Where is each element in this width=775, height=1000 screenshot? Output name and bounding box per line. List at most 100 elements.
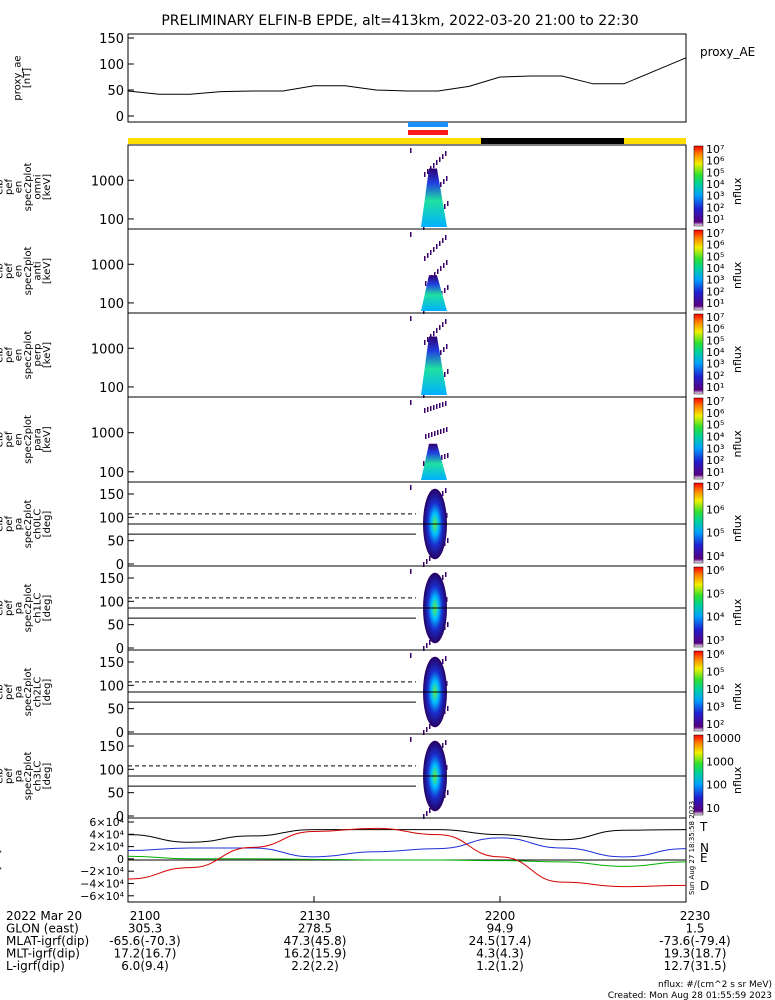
ylabel-line: omni — [33, 175, 44, 200]
noise-pixel — [447, 201, 449, 206]
noise-pixel — [444, 372, 446, 377]
noise-pixel — [427, 407, 429, 412]
pitch-ytick-label: 150 — [99, 488, 124, 503]
colorbar-tick-label: 10⁷ — [706, 143, 724, 156]
pitch-ytick-label: 100 — [99, 511, 124, 526]
noise-pixel — [425, 281, 427, 286]
noise-pixel — [440, 350, 442, 355]
energy-ytick-label: 1000 — [91, 427, 124, 442]
footer-row-label: MLT-igrf(dip) — [6, 947, 80, 961]
ylabel-line: en — [14, 265, 25, 278]
ylabel-line: en — [14, 181, 25, 194]
footer-cell: 94.9 — [487, 922, 514, 936]
ylabel-line: ch3LC — [33, 761, 44, 792]
colorbar-tick-label: 10⁴ — [706, 178, 725, 191]
colorbar-tick-label: 10⁷ — [706, 480, 724, 493]
colorbar: 10000 1000 100 10 nflux — [693, 732, 744, 816]
colorbar-scale — [693, 566, 704, 648]
ae-legend: proxy_AE — [700, 45, 755, 59]
igrf-line-T — [127, 829, 687, 843]
ylabel-line: pa — [14, 770, 25, 782]
noise-pixel — [443, 428, 445, 433]
colorbar-tick-label: 10² — [706, 369, 724, 382]
pitch-ytick-label: 150 — [99, 740, 124, 755]
noise-pixel — [446, 681, 448, 686]
ylabel-line: pef — [4, 347, 15, 364]
ylabel-line: pef — [4, 516, 15, 533]
noise-pixel — [423, 461, 425, 466]
noise-pixel — [439, 325, 441, 330]
noise-pixel — [442, 575, 444, 580]
igrf-ytick-label: 6×10⁴ — [89, 816, 124, 829]
noise-pixel — [434, 272, 436, 277]
colorbar-tick-label: 10⁵ — [706, 334, 724, 347]
spec-frame — [127, 312, 687, 398]
noise-pixel — [447, 285, 449, 290]
ylabel-line: en — [14, 349, 25, 362]
ylabel-line: spec2plot — [23, 415, 34, 464]
ylabel-line: [deg] — [42, 595, 53, 622]
spec-panel: 1000 100 — [91, 144, 687, 230]
colorbar-scale — [693, 482, 704, 564]
colorbar: 10⁶ 10⁵ 10⁴ 10³ nflux — [693, 564, 744, 648]
noise-pixel — [445, 151, 447, 156]
ylabel-line: spec2plot — [23, 500, 34, 549]
ylabel-line: ch1LC — [33, 593, 44, 624]
spec-panel: 150 100 50 0 — [99, 565, 687, 657]
noise-pixel — [445, 319, 447, 324]
ylabel-line: pef — [4, 263, 15, 280]
colorbar-tick-label: 10³ — [706, 274, 724, 287]
noise-pixel — [427, 253, 429, 258]
flux-blob — [421, 336, 447, 395]
noise-pixel — [429, 640, 431, 645]
noise-pixel — [410, 737, 412, 742]
noise-pixel — [441, 455, 443, 460]
spec-frame — [127, 396, 687, 483]
pitch-ytick-label: 50 — [107, 619, 124, 634]
noise-pixel — [446, 427, 448, 432]
footer-cell: 4.3(4.3) — [476, 947, 524, 961]
colorbar-label: nflux — [731, 514, 744, 542]
noise-pixel — [442, 491, 444, 496]
igrf-ytick-label: 0 — [117, 853, 124, 866]
noise-pixel — [447, 453, 449, 458]
colorbar-label: nflux — [731, 345, 744, 373]
colorbar-tick-label: 10² — [706, 718, 724, 731]
science-zone-marker-red — [408, 130, 448, 135]
x-axis-ticks — [127, 896, 687, 902]
energy-ytick-label: 1000 — [91, 258, 124, 273]
spec-frame — [127, 228, 687, 314]
noise-pixel — [446, 513, 448, 518]
footer-cell: 278.5 — [298, 922, 332, 936]
ae-ytick-label: 100 — [99, 58, 124, 73]
colorbar-scale — [693, 229, 704, 311]
spec-panel: 1000 100 — [91, 396, 687, 483]
noise-pixel — [410, 148, 412, 153]
spec-panel: 150 100 50 0 — [99, 649, 687, 741]
colorbar-tick-label: 10⁷ — [706, 395, 724, 408]
noise-pixel — [447, 706, 449, 711]
colorbar-scale — [693, 650, 704, 732]
noise-pixel — [445, 740, 447, 745]
pitch-ytick-label: 50 — [107, 787, 124, 802]
ylabel-line: elb — [0, 179, 6, 194]
ylabel-line: para — [33, 428, 44, 451]
noise-pixel — [442, 322, 444, 327]
colorbar-tick-label: 10⁶ — [706, 323, 725, 336]
noise-pixel — [446, 176, 448, 181]
noise-pixel — [426, 811, 428, 816]
colorbar-tick-label: 10⁷ — [706, 311, 724, 324]
ylabel-line: elb — [0, 768, 6, 783]
colorbar-tick-label: 10¹ — [706, 381, 724, 394]
pitch-ytick-label: 100 — [99, 763, 124, 778]
noise-pixel — [410, 485, 412, 490]
footer-cell: 2200 — [485, 909, 516, 923]
noise-pixel — [410, 400, 412, 405]
noise-pixel — [426, 643, 428, 648]
noise-pixel — [426, 559, 428, 564]
